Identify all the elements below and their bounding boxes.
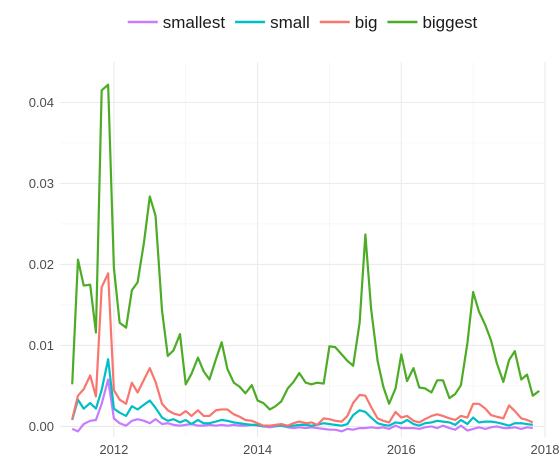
x-tick-label: 2012 <box>99 442 128 457</box>
legend-item-big: big <box>319 13 378 32</box>
x-tick-label: 2018 <box>531 442 560 457</box>
legend-label-biggest: biggest <box>422 13 477 32</box>
y-tick-label: 0.01 <box>29 338 54 353</box>
series-line-big <box>71 272 534 427</box>
series-line-biggest <box>71 83 540 411</box>
legend-item-smallest: smallest <box>127 13 226 32</box>
series-line-small <box>71 358 533 428</box>
series-lines <box>71 83 540 433</box>
grid-lines <box>60 62 546 437</box>
y-tick-label: 0.00 <box>29 419 54 434</box>
x-axis: 2012 2014 2016 2018 <box>99 442 559 457</box>
series-line-smallest <box>71 378 533 433</box>
y-tick-label: 0.04 <box>29 95 54 110</box>
x-tick-label: 2016 <box>387 442 416 457</box>
x-tick-label: 2014 <box>243 442 272 457</box>
y-axis: 0.00 0.01 0.02 0.03 0.04 <box>29 95 54 434</box>
y-tick-label: 0.02 <box>29 257 54 272</box>
y-tick-label: 0.03 <box>29 176 54 191</box>
legend-item-biggest: biggest <box>387 13 478 32</box>
legend-label-smallest: smallest <box>163 13 226 32</box>
legend-label-small: small <box>270 13 310 32</box>
legend: smallest small big biggest <box>127 13 478 32</box>
legend-item-small: small <box>235 13 310 32</box>
legend-label-big: big <box>355 13 378 32</box>
